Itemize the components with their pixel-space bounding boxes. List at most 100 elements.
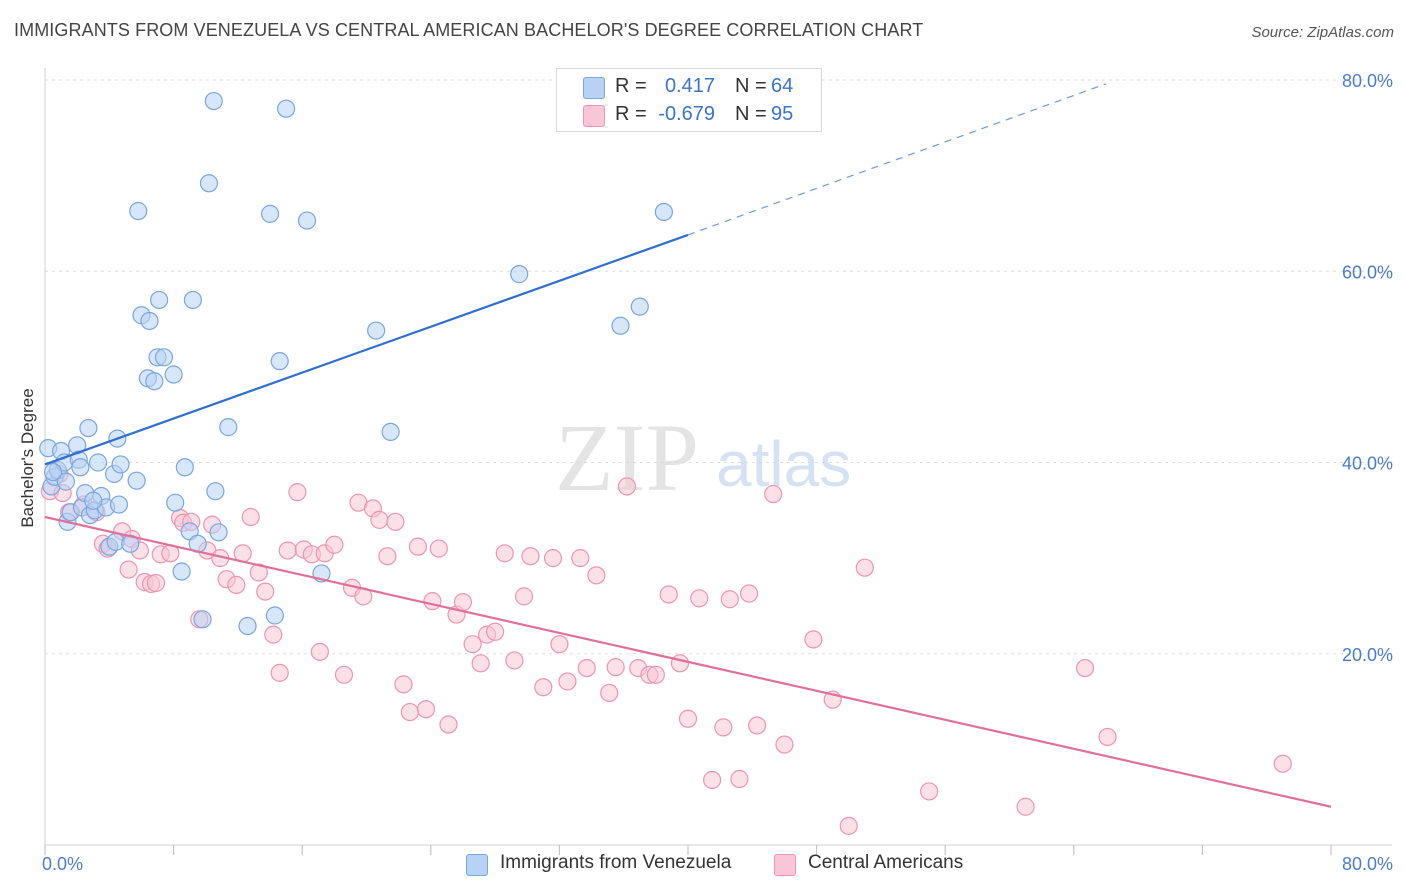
legend-r-label: R = bbox=[615, 103, 647, 125]
pink-data-point bbox=[764, 484, 783, 504]
legend-swatch-pink bbox=[583, 105, 605, 127]
pink-data-point bbox=[720, 590, 739, 609]
blue-data-point bbox=[238, 616, 257, 636]
legend-n-value: 95 bbox=[771, 103, 794, 125]
pink-data-point bbox=[703, 770, 722, 790]
pink-data-point bbox=[606, 658, 625, 677]
pink-data-point bbox=[558, 672, 577, 691]
pink-data-point bbox=[386, 512, 405, 531]
y-tick-label: 20.0% bbox=[1342, 645, 1393, 665]
pink-data-point bbox=[325, 535, 344, 554]
pink-data-point bbox=[270, 663, 289, 682]
blue-data-point bbox=[204, 91, 223, 111]
blue-data-point bbox=[84, 491, 103, 510]
blue-data-point bbox=[109, 495, 129, 514]
pink-data-point bbox=[730, 769, 749, 789]
correlation-legend: R = 0.417 N = 64 R = -0.679 N = 95 bbox=[556, 68, 822, 132]
pink-data-point bbox=[646, 665, 665, 684]
y-axis-label: Bachelor's Degree bbox=[18, 388, 37, 527]
blue-data-point bbox=[145, 372, 164, 391]
pink-data-point bbox=[241, 507, 260, 527]
blue-data-point bbox=[111, 455, 130, 474]
pink-data-point bbox=[587, 566, 606, 585]
blue-data-point bbox=[193, 610, 212, 629]
pink-data-point bbox=[775, 735, 794, 754]
pink-data-point bbox=[839, 816, 858, 835]
blue-trend-line bbox=[44, 233, 689, 466]
legend-n-value: 64 bbox=[771, 75, 794, 97]
pink-data-point bbox=[571, 549, 590, 568]
pink-data-point bbox=[227, 575, 246, 595]
series-blue bbox=[39, 91, 673, 636]
blue-data-point bbox=[154, 348, 174, 367]
blue-data-point bbox=[206, 482, 225, 501]
pink-data-point bbox=[714, 718, 733, 737]
blue-data-point bbox=[79, 418, 98, 438]
chart-title: IMMIGRANTS FROM VENEZUELA VS CENTRAL AME… bbox=[14, 20, 924, 40]
blue-data-point bbox=[297, 211, 317, 230]
blue-data-point bbox=[381, 422, 400, 441]
pink-data-point bbox=[920, 782, 939, 801]
pink-data-point bbox=[678, 709, 698, 728]
blue-data-point bbox=[219, 418, 238, 437]
blue-data-point bbox=[71, 458, 90, 477]
pink-data-point bbox=[378, 547, 397, 566]
pink-data-point bbox=[429, 539, 448, 558]
blue-data-point bbox=[265, 606, 284, 625]
pink-data-point bbox=[256, 582, 275, 601]
blue-data-point bbox=[43, 462, 63, 482]
pink-data-point bbox=[804, 630, 823, 649]
pink-data-point bbox=[471, 654, 490, 673]
blue-data-point bbox=[88, 453, 108, 472]
blue-data-point bbox=[164, 365, 183, 384]
blue-data-point bbox=[127, 471, 146, 490]
pink-data-point bbox=[739, 584, 759, 603]
blue-data-point bbox=[209, 523, 228, 542]
pink-data-point bbox=[1098, 727, 1117, 747]
series-pink bbox=[40, 464, 1292, 835]
pink-data-point bbox=[550, 635, 569, 654]
pink-data-point bbox=[463, 635, 482, 654]
pink-data-point bbox=[264, 625, 283, 644]
blue-data-point bbox=[611, 316, 630, 335]
bottom-legend-swatch-blue bbox=[466, 854, 488, 876]
blue-data-point bbox=[175, 458, 194, 477]
pink-data-point bbox=[543, 549, 563, 568]
pink-data-point bbox=[1273, 754, 1292, 773]
bottom-legend-swatch-pink bbox=[774, 854, 796, 876]
source-label: Source: ZipAtlas.com bbox=[1251, 24, 1394, 41]
legend-n-label: N = bbox=[735, 75, 767, 97]
pink-data-point bbox=[486, 622, 505, 641]
pink-data-point bbox=[334, 665, 354, 684]
legend-r-value: 0.417 bbox=[664, 75, 715, 97]
y-tick-label: 80.0% bbox=[1342, 71, 1393, 91]
pink-data-point bbox=[146, 573, 166, 593]
bottom-legend-label: Central Americans bbox=[808, 852, 964, 873]
blue-data-point bbox=[630, 297, 649, 316]
pink-data-point bbox=[278, 541, 297, 560]
pink-data-point bbox=[748, 716, 767, 735]
pink-data-point bbox=[617, 477, 637, 496]
pink-data-point bbox=[249, 563, 268, 582]
pink-data-point bbox=[514, 587, 534, 606]
x-tick-label-left: 0.0% bbox=[42, 854, 83, 874]
pink-data-point bbox=[855, 558, 874, 577]
blue-data-point bbox=[654, 202, 673, 222]
watermark-atlas: atlas bbox=[716, 428, 851, 500]
pink-data-point bbox=[505, 651, 524, 670]
pink-trend-line bbox=[44, 515, 1332, 808]
x-tick-label-right: 80.0% bbox=[1342, 854, 1393, 874]
y-tick-label: 60.0% bbox=[1342, 262, 1393, 282]
pink-data-point bbox=[670, 654, 690, 673]
blue-trend-extension bbox=[687, 83, 1107, 236]
pink-data-point bbox=[600, 683, 619, 703]
pink-data-point bbox=[408, 537, 428, 556]
pink-data-point bbox=[416, 700, 436, 719]
legend-swatch-blue bbox=[583, 77, 605, 99]
pink-data-point bbox=[370, 510, 389, 529]
blue-data-point bbox=[270, 352, 289, 371]
blue-data-point bbox=[129, 201, 148, 221]
legend-r-value: -0.679 bbox=[658, 103, 715, 125]
legend-r-label: R = bbox=[615, 75, 647, 97]
